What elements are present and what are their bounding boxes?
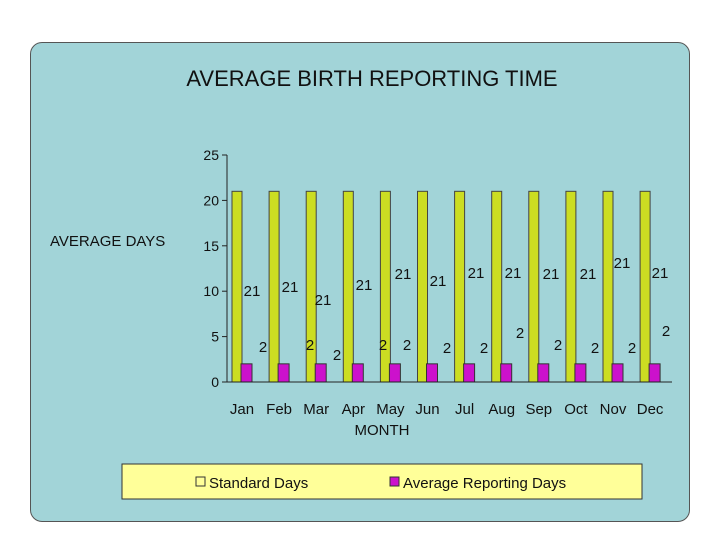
data-label-average-reporting-days: 2 [306,337,314,354]
y-tick-label: 25 [203,147,219,163]
bar-standard-days [639,190,651,383]
data-label-standard-days: 21 [315,292,332,309]
x-tick-label: Jun [415,401,439,418]
bar-standard-days [454,190,466,383]
bar-average-reporting-days [574,363,587,383]
data-label-standard-days: 21 [652,265,669,282]
bar-average-reporting-days [648,363,661,383]
bar-average-reporting-days [500,363,513,383]
bar-average-reporting-days [277,363,290,383]
data-labels: 21 2 21 2 21 2 21 2 21 2 21 2 21 2 21 2 21 2 21 2 21 2 21 2 [244,255,671,364]
bar-average-reporting-days [240,363,253,383]
bar-standard-days [342,190,354,383]
y-tick-label: 15 [203,238,219,254]
x-tick-label: Oct [564,401,588,418]
y-tick-label: 10 [203,283,219,299]
data-label-average-reporting-days: 2 [554,337,562,354]
bar-standard-days [491,190,503,383]
bar-average-reporting-days [463,363,476,383]
data-label-average-reporting-days: 2 [443,340,451,357]
data-label-average-reporting-days: 2 [333,347,341,364]
y-tick-label: 5 [211,329,219,345]
data-label-standard-days: 21 [468,265,485,282]
bar-standard-days [268,190,280,383]
bar-average-reporting-days [314,363,327,383]
y-axis: 0 5 10 15 20 25 [203,147,228,390]
data-label-standard-days: 21 [580,266,597,283]
data-label-average-reporting-days: 2 [591,340,599,357]
x-tick-label: May [376,401,405,418]
legend: Standard Days Average Reporting Days [195,475,566,492]
data-label-average-reporting-days: 2 [379,337,387,354]
x-tick-label: Feb [266,401,292,418]
x-axis: Jan Feb Mar Apr May Jun Jul Aug Sep Oct Nov Dec [227,381,672,418]
bar-average-reporting-days [388,363,401,383]
y-tick-label: 0 [211,374,219,390]
x-tick-label: Dec [637,401,664,418]
data-label-average-reporting-days: 2 [480,340,488,357]
data-label-standard-days: 21 [505,265,522,282]
data-label-standard-days: 21 [430,273,447,290]
data-label-standard-days: 21 [543,266,560,283]
bar-average-reporting-days [537,363,550,383]
bar-average-reporting-days [426,363,438,383]
x-tick-label: Mar [303,401,329,418]
x-tick-label: Sep [525,401,552,418]
bar-standard-days [602,190,614,383]
y-axis-label: AVERAGE DAYS [50,233,165,250]
data-label-standard-days: 21 [395,266,412,283]
x-tick-label: Jul [455,401,474,418]
data-label-average-reporting-days: 2 [628,340,636,357]
x-tick-label: Nov [600,401,627,418]
legend-swatch [195,476,206,487]
bar-average-reporting-days [611,363,624,383]
data-label-standard-days: 21 [244,283,261,300]
chart-panel [30,42,690,522]
x-tick-label: Apr [342,401,365,418]
data-label-standard-days: 21 [356,277,373,294]
bar-standard-days [565,190,577,383]
chart-title: AVERAGE BIRTH REPORTING TIME [186,66,557,91]
legend-label: Average Reporting Days [403,475,566,492]
data-label-standard-days: 21 [282,279,299,296]
x-tick-label: Jan [230,401,254,418]
bar-average-reporting-days [351,363,364,383]
x-axis-label: MONTH [355,422,410,439]
bar-standard-days [417,190,428,383]
legend-swatch [389,476,400,487]
data-label-average-reporting-days: 2 [403,337,411,354]
legend-box [121,463,643,500]
bar-standard-days [528,190,540,383]
x-tick-label: Aug [488,401,515,418]
data-label-standard-days: 21 [614,255,631,272]
y-tick-label: 20 [203,192,219,208]
legend-label: Standard Days [209,475,308,492]
data-label-average-reporting-days: 2 [662,323,670,340]
bar-standard-days [231,190,243,383]
data-label-average-reporting-days: 2 [516,325,524,342]
data-label-average-reporting-days: 2 [259,339,267,356]
